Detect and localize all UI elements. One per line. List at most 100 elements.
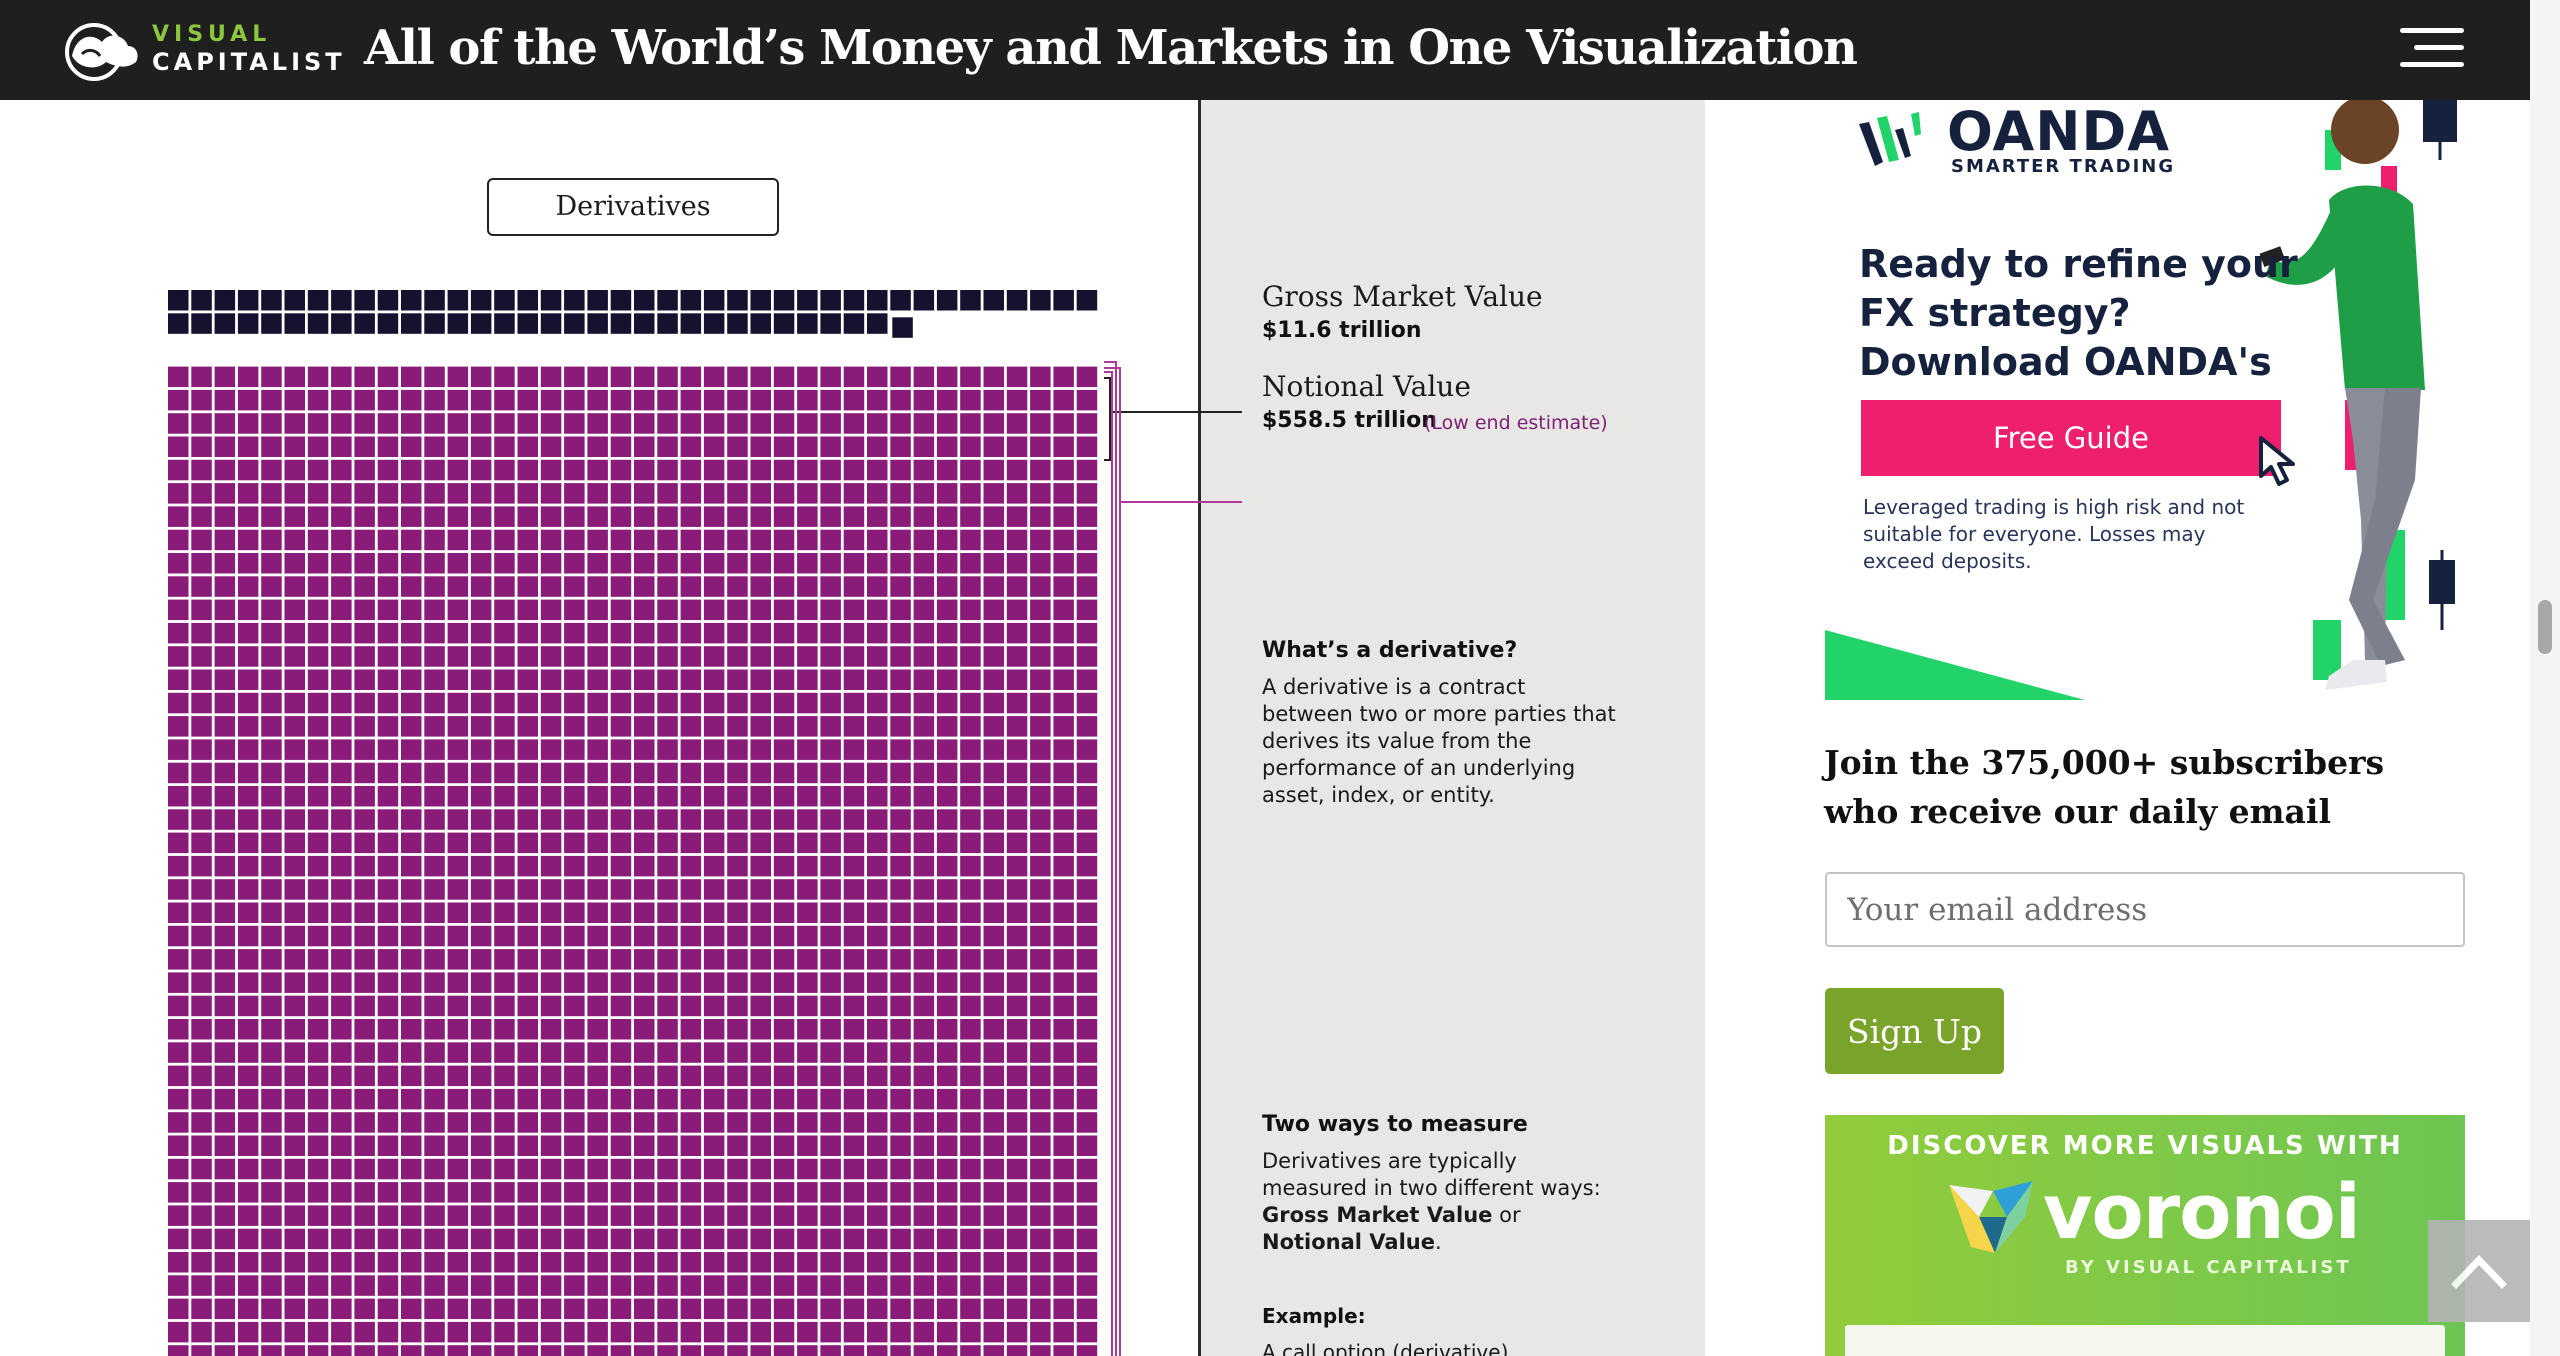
grid-square [936, 1205, 958, 1226]
grid-square [610, 855, 632, 877]
grid-square [936, 1182, 958, 1203]
grid-square [424, 1112, 445, 1133]
hamburger-menu-icon[interactable] [2400, 22, 2464, 74]
grid-square [634, 832, 655, 854]
grid-square [307, 1088, 329, 1110]
grid-square [540, 1112, 562, 1133]
grid-square [773, 855, 795, 877]
free-guide-button[interactable]: Free Guide [1861, 400, 2281, 476]
grid-square [517, 1275, 538, 1296]
grid-square [261, 972, 282, 993]
grid-square [331, 995, 352, 1017]
grid-square [820, 855, 841, 877]
grid-square [424, 1065, 445, 1087]
grid-square [797, 290, 818, 311]
grid-square [377, 313, 399, 334]
grid-square [750, 1158, 771, 1180]
grid-square [983, 762, 1004, 784]
grid-square [960, 1019, 981, 1040]
grid-square [237, 972, 259, 993]
grid-square [610, 413, 632, 434]
grid-square [1030, 553, 1051, 574]
grid-square [564, 995, 585, 1017]
grid-square [401, 1112, 422, 1133]
grid-square [261, 483, 282, 504]
grid-square [983, 786, 1004, 807]
grid-square [331, 809, 352, 830]
grid-square [470, 855, 492, 877]
grid-square [237, 809, 259, 830]
grid-square [284, 995, 305, 1017]
grid-square [867, 692, 888, 714]
grid-square [377, 529, 399, 551]
grid-square [517, 832, 538, 854]
grid-square [983, 529, 1004, 551]
grid-square [494, 436, 515, 457]
grid-square [447, 1065, 469, 1087]
grid-square [890, 553, 911, 574]
grid-square [331, 879, 352, 900]
grid-square [354, 1158, 375, 1180]
grid-square [680, 809, 702, 830]
grid-square [261, 809, 282, 830]
page-scrollbar[interactable] [2530, 0, 2560, 1356]
grid-square [890, 1135, 911, 1156]
voronoi-banner[interactable]: DISCOVER MORE VISUALS WITH voronoi BY VI… [1825, 1115, 2465, 1356]
grid-square [913, 436, 935, 457]
grid-square [284, 1205, 305, 1226]
grid-square [564, 902, 585, 923]
grid-square [867, 1042, 888, 1063]
grid-square [261, 1019, 282, 1040]
grid-square [447, 972, 469, 993]
grid-square [424, 1205, 445, 1226]
grid-square [540, 506, 562, 527]
scroll-to-top-button[interactable] [2428, 1220, 2530, 1322]
oanda-advertisement[interactable]: OANDA SMARTER TRADING Ready to refine yo… [1825, 100, 2465, 700]
grid-square [820, 459, 841, 481]
grid-square [727, 646, 748, 667]
grid-square [797, 576, 818, 597]
grid-square [517, 879, 538, 900]
grid-square [191, 553, 212, 574]
grid-square [284, 553, 305, 574]
grid-square [657, 855, 678, 877]
grid-square [703, 1019, 725, 1040]
grid-square [424, 925, 445, 947]
grid-square [564, 1088, 585, 1110]
grid-square [1030, 483, 1051, 504]
grid-square [307, 786, 329, 807]
grid-square [401, 599, 422, 621]
visual-capitalist-logo[interactable]: VISUAL CAPITALIST [62, 18, 342, 82]
grid-square [470, 786, 492, 807]
grid-square [867, 1112, 888, 1133]
oanda-brand: OANDA [1947, 100, 2171, 163]
grid-square [657, 389, 678, 411]
grid-square [540, 716, 562, 737]
grid-square [703, 313, 725, 334]
scrollbar-thumb[interactable] [2538, 600, 2552, 654]
grid-square [773, 529, 795, 551]
grid-square [960, 1182, 981, 1203]
grid-square [587, 762, 608, 784]
sign-up-button[interactable]: Sign Up [1825, 988, 2004, 1074]
grid-square [331, 1042, 352, 1063]
grid-square [843, 1275, 865, 1296]
grid-square [773, 809, 795, 830]
grid-square [867, 972, 888, 993]
grid-square [447, 1275, 469, 1296]
grid-square [587, 925, 608, 947]
grid-square [214, 1321, 236, 1343]
email-field[interactable] [1825, 872, 2465, 947]
grid-square [797, 1205, 818, 1226]
grid-square [936, 1321, 958, 1343]
grid-square [703, 389, 725, 411]
grid-square [680, 995, 702, 1017]
grid-square [703, 669, 725, 690]
grid-square [703, 949, 725, 970]
grid-square [1006, 716, 1028, 737]
grid-square [1053, 553, 1074, 574]
grid-square [634, 716, 655, 737]
grid-square [377, 716, 399, 737]
grid-square [424, 529, 445, 551]
grid-square [564, 1298, 585, 1320]
